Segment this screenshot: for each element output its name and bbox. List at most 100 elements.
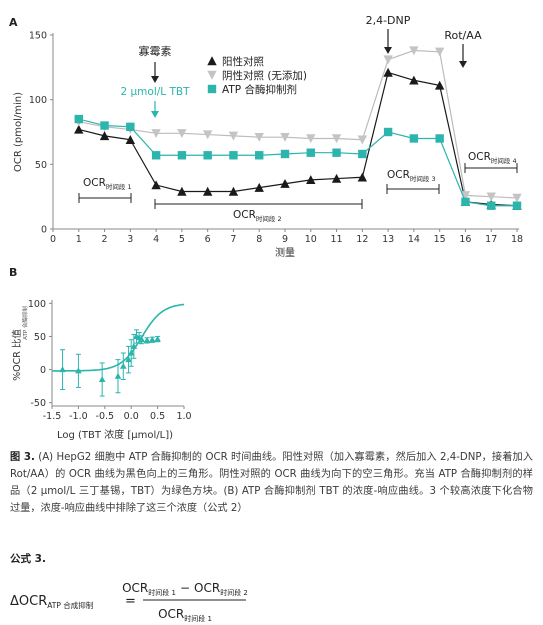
- data-point: [114, 372, 122, 379]
- series-1-point: [331, 173, 342, 183]
- series-2-point: [331, 134, 342, 144]
- x-axis-title: 测量: [275, 246, 295, 259]
- series-line-3: [78, 118, 517, 207]
- series-1-point: [357, 172, 368, 182]
- series-2-point: [409, 46, 419, 56]
- ocr-time-course-chart: A 0 1 2 3 4 5 6 7 8 9 10 11 12 13 14 15 16 17 18050100150测…: [9, 14, 523, 260]
- x-tick-label: 10: [305, 234, 317, 245]
- series-3-point: [383, 127, 393, 137]
- formula-title: 公式 3.: [10, 553, 46, 565]
- period-1-label: OCR时间段 1: [83, 177, 132, 191]
- series-2-point: [306, 134, 316, 144]
- data-point: [127, 349, 135, 356]
- series-2-point: [512, 193, 522, 203]
- formula-equals: =: [125, 594, 136, 609]
- series-3-point: [151, 151, 161, 160]
- series-2-point: [460, 191, 471, 201]
- series-2-point: [357, 135, 368, 145]
- caption-text: (A) HepG2 细胞中 ATP 合酶抑制的 OCR 时间曲线。阳性对照（加入…: [10, 452, 533, 514]
- series-1-point: [74, 124, 84, 134]
- x-tick-label: 9: [282, 234, 288, 245]
- period-2-label: OCR时间段 2: [233, 209, 282, 223]
- oligomycin-label: 寡霉素: [139, 44, 172, 58]
- series-3-point: [177, 151, 187, 160]
- period-1-bracket: [78, 193, 132, 203]
- data-point: [138, 336, 146, 343]
- b-y-tick-label: 0: [40, 365, 46, 376]
- x-tick-label: 12: [356, 234, 368, 245]
- x-tick-label: 17: [485, 234, 497, 245]
- panel-a-annotations: 寡霉素 2 μmol/L TBT 2,4-DNP Rot/AA: [120, 14, 482, 118]
- x-tick-label: 18: [511, 234, 523, 245]
- panel-b-data: [52, 303, 185, 397]
- series-1-point: [383, 67, 393, 77]
- series-3-point: [306, 148, 315, 157]
- formula-3: ΔOCRATP 合成抑制 = OCR时间段 1− OCR时间段 2 OCR时间段 …: [10, 581, 248, 623]
- series-3-point: [332, 148, 341, 157]
- series-1-point: [99, 131, 110, 141]
- legend-marker-1: [207, 56, 217, 66]
- x-tick-label: 0: [50, 234, 56, 245]
- b-y-tick-label: -50: [30, 398, 46, 409]
- formula-numerator: OCR时间段 1− OCR时间段 2: [122, 581, 248, 597]
- panel-a-series: [74, 46, 522, 210]
- x-tick-label: 15: [434, 234, 446, 245]
- series-3-point: [461, 197, 470, 207]
- x-tick-label: 6: [205, 234, 211, 245]
- period-3-label: OCR时间段 3: [387, 169, 436, 183]
- legend-marker-3: [207, 84, 217, 94]
- period-brackets: OCR时间段 1 OCR时间段 2 OCR时间段 3 OCR时间段 4: [78, 151, 518, 223]
- series-3-point: [358, 149, 367, 159]
- series-2-point: [486, 192, 496, 202]
- series-3-point: [126, 122, 135, 132]
- data-point: [59, 366, 66, 373]
- panel-a-label: A: [9, 16, 18, 29]
- y-tick-label: 0: [41, 225, 47, 236]
- b-x-tick-label: -1.0: [69, 411, 88, 422]
- panel-a-axes: 0 1 2 3 4 5 6 7 8 9 10 11 12 13 14 15 16 17 18050100150测量O…: [13, 31, 523, 260]
- data-point: [98, 376, 106, 382]
- data-point: [149, 336, 156, 343]
- b-y-axis-title: %OCR 比值: [11, 329, 23, 381]
- data-point: [75, 367, 82, 374]
- series-3-point: [100, 121, 109, 130]
- dnp-arrowhead: [384, 47, 392, 54]
- series-1-point: [409, 75, 419, 85]
- data-point: [143, 336, 151, 343]
- figure-caption: 图 3. (A) HepG2 细胞中 ATP 合酶抑制的 OCR 时间曲线。阳性…: [10, 449, 533, 517]
- b-y-tick-label: 100: [28, 299, 46, 310]
- b-x-axis-title: Log (TBT 浓度 [μmol/L]): [57, 428, 173, 441]
- series-1-point: [125, 135, 136, 144]
- legend-marker-2: [207, 70, 217, 80]
- tbt-dose-label: 2 μmol/L TBT: [120, 86, 190, 98]
- series-2-point: [177, 129, 187, 138]
- y-axis-title: OCR (pmol/min): [13, 92, 24, 172]
- series-line-2: [78, 49, 518, 199]
- period-3-bracket: [386, 184, 440, 194]
- data-point: [119, 362, 127, 369]
- x-tick-label: 13: [382, 234, 394, 245]
- x-tick-label: 4: [153, 234, 159, 245]
- tbt-arrowhead: [151, 111, 159, 118]
- series-1-point: [254, 182, 264, 192]
- data-point: [154, 335, 161, 342]
- rot-aa-label: Rot/AA: [444, 29, 482, 42]
- series-2-point: [383, 55, 393, 65]
- x-tick-label: 8: [256, 234, 262, 245]
- b-x-tick-label: 1.0: [176, 411, 191, 422]
- b-y-axis-subtitle: ATP 合酶抑制: [21, 306, 29, 340]
- data-point: [125, 356, 132, 363]
- series-2-point: [228, 131, 239, 141]
- series-3-point: [229, 151, 238, 160]
- series-1-point: [434, 80, 445, 90]
- legend-label-2: 阴性对照 (无添加): [222, 69, 307, 82]
- series-2-point: [280, 132, 290, 142]
- series-1-point: [306, 175, 316, 185]
- series-1-point: [280, 179, 290, 188]
- oligomycin-arrowhead: [151, 76, 159, 83]
- series-2-point: [434, 47, 445, 57]
- formula-denominator: OCR时间段 1: [158, 607, 212, 623]
- x-tick-label: 5: [179, 234, 185, 245]
- series-1-point: [228, 186, 239, 196]
- series-2-point: [202, 130, 213, 140]
